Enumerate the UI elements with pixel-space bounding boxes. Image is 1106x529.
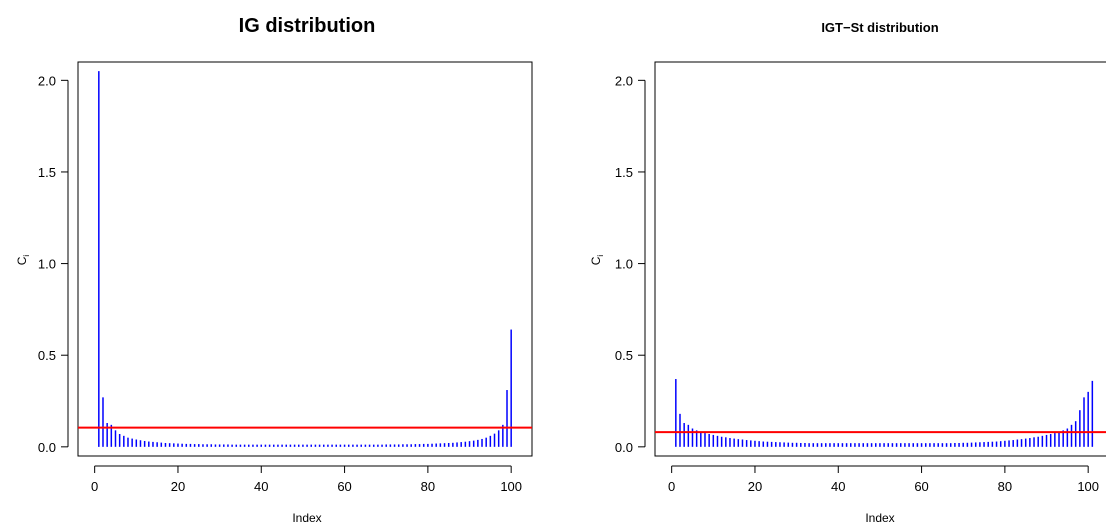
- y-axis: 0.0 0.5 1.0 1.5 2.0: [38, 73, 69, 455]
- x-tick-label: 0: [91, 479, 98, 494]
- x-tick-label: 60: [914, 479, 928, 494]
- x-axis: 0 20 40 60 80 100: [91, 465, 522, 494]
- x-tick-label: 40: [254, 479, 268, 494]
- x-tick-label: 80: [998, 479, 1012, 494]
- plot-frame: [654, 61, 1106, 457]
- x-axis: 0 20 40 60 80 100: [668, 465, 1099, 494]
- y-tick-label: 1.0: [615, 257, 633, 272]
- y-tick-label: 1.5: [615, 165, 633, 180]
- bar-series: [675, 379, 1094, 447]
- x-tick-label: 0: [668, 479, 675, 494]
- y-tick-label: 2.0: [615, 73, 633, 88]
- x-tick-label: 100: [500, 479, 522, 494]
- chart-title: IG distribution: [239, 15, 376, 37]
- plot-frame: [77, 61, 533, 457]
- y-tick-label: 0.0: [615, 440, 633, 455]
- y-tick-label: 0.5: [615, 348, 633, 363]
- y-tick-label: 2.0: [38, 73, 56, 88]
- x-tick-label: 20: [171, 479, 185, 494]
- y-tick-label: 0.5: [38, 348, 56, 363]
- y-tick-label: 1.5: [38, 165, 56, 180]
- x-tick-label: 100: [1077, 479, 1099, 494]
- x-tick-label: 80: [421, 479, 435, 494]
- x-tick-label: 40: [831, 479, 845, 494]
- x-axis-label: Index: [865, 511, 894, 525]
- y-axis-label: Ci: [589, 255, 605, 266]
- x-tick-label: 20: [748, 479, 762, 494]
- x-tick-label: 60: [337, 479, 351, 494]
- chart-panel-ig: IG distribution 0 20 40 60 80 100 0.0 0.5 1.0 1.…: [15, 15, 533, 525]
- x-axis-label: Index: [292, 511, 321, 525]
- y-tick-label: 1.0: [38, 257, 56, 272]
- chart-panel-igt-st: IGT−St distribution 0 20 40 60 80 100 0.0 0.5 1…: [589, 20, 1106, 525]
- y-tick-label: 0.0: [38, 440, 56, 455]
- y-axis-label: Ci: [15, 255, 31, 266]
- chart-title: IGT−St distribution: [821, 20, 938, 35]
- y-axis: 0.0 0.5 1.0 1.5 2.0: [615, 73, 646, 455]
- bar-series: [98, 71, 512, 447]
